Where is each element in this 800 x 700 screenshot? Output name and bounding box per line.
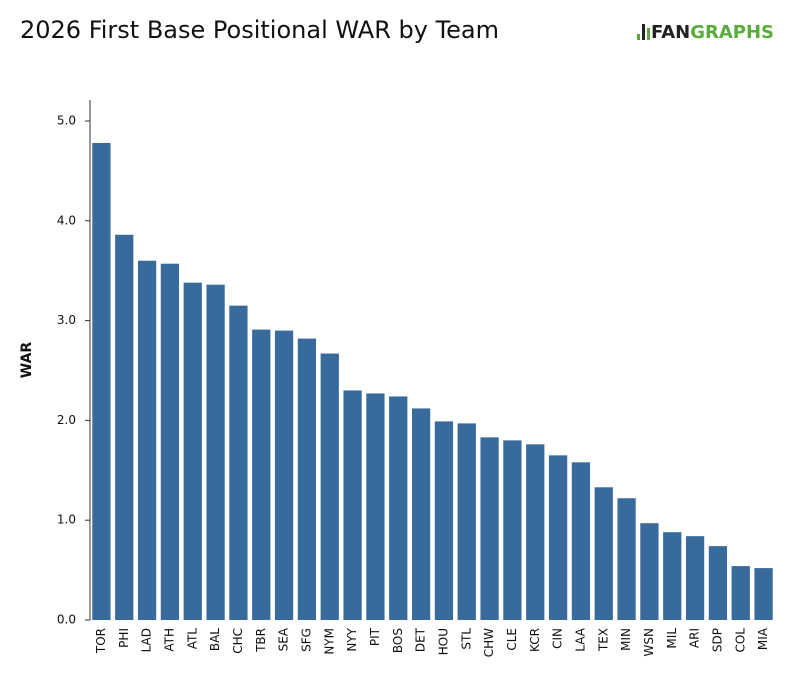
bar: [434, 421, 454, 620]
x-tick-label: TBR: [254, 628, 268, 653]
x-tick-label: NYY: [345, 627, 359, 651]
logo-icon: [642, 24, 645, 40]
x-tick-label: ARI: [688, 628, 702, 648]
bar: [297, 338, 317, 620]
x-tick-label: SEA: [277, 627, 291, 651]
bar: [274, 330, 294, 620]
x-tick-label: MIL: [665, 628, 679, 649]
bar: [252, 329, 271, 620]
x-tick-label: PIT: [368, 627, 382, 646]
x-tick-label: DET: [414, 627, 428, 652]
bar: [526, 444, 545, 620]
bar: [708, 546, 728, 620]
bar: [503, 440, 522, 620]
x-tick-label: CLE: [505, 628, 519, 651]
logo-dark: FAN: [651, 22, 690, 43]
x-tick-label: STL: [459, 628, 473, 650]
y-tick-label: 1.0: [57, 513, 76, 527]
x-tick-label: ATL: [185, 628, 199, 650]
x-tick-label: CHC: [231, 628, 245, 654]
bar: [320, 353, 339, 620]
x-tick-label: LAD: [140, 628, 154, 652]
x-tick-label: MIN: [619, 628, 633, 651]
logo-text: FANGRAPHS: [651, 22, 774, 43]
bar: [548, 455, 568, 620]
bar: [137, 260, 157, 620]
x-tick-label: MIA: [756, 627, 770, 650]
bar: [115, 234, 134, 620]
bar: [366, 393, 385, 620]
bar: [480, 437, 499, 620]
bar: [183, 282, 202, 620]
y-tick-label: 4.0: [57, 213, 76, 227]
x-tick-label: CHW: [482, 628, 496, 657]
x-tick-label: KCR: [528, 628, 542, 652]
x-tick-label: BAL: [208, 628, 222, 651]
bar: [92, 142, 111, 620]
x-tick-label: HOU: [436, 628, 450, 655]
y-tick-label: 2.0: [57, 413, 76, 427]
x-tick-label: BOS: [391, 628, 405, 653]
bar: [594, 487, 613, 620]
bar: [411, 408, 431, 620]
x-tick-label: TEX: [596, 628, 610, 652]
x-tick-label: CIN: [551, 628, 565, 649]
logo-icon: [647, 28, 650, 40]
bar: [663, 532, 682, 620]
chart-title: 2026 First Base Positional WAR by Team: [20, 16, 499, 44]
bar: [640, 523, 659, 620]
bar: [160, 263, 180, 620]
x-tick-label: ATH: [162, 628, 176, 652]
logo: FANGRAPHS: [637, 22, 774, 43]
y-tick-label: 3.0: [57, 313, 76, 327]
logo-icon: [637, 34, 640, 40]
bar: [685, 536, 705, 620]
x-tick-label: TOR: [94, 628, 108, 654]
bar: [389, 396, 408, 620]
bar: [731, 566, 750, 620]
bar: [229, 305, 248, 620]
y-axis-label: WAR: [19, 342, 35, 379]
x-tick-label: SFG: [299, 628, 313, 652]
logo-green: GRAPHS: [690, 22, 774, 43]
bar: [343, 390, 362, 620]
x-tick-label: NYM: [322, 628, 336, 655]
bar: [206, 284, 225, 620]
x-tick-label: PHI: [117, 628, 131, 648]
x-tick-label: COL: [733, 628, 747, 653]
y-tick-label: 5.0: [57, 114, 76, 128]
bar: [754, 568, 773, 620]
x-tick-label: LAA: [573, 627, 587, 652]
bar: [457, 423, 476, 620]
bar: [617, 498, 636, 620]
y-tick-label: 0.0: [57, 613, 76, 627]
x-tick-label: SDP: [710, 628, 724, 652]
x-tick-label: WSN: [642, 628, 656, 656]
bar: [571, 462, 591, 620]
